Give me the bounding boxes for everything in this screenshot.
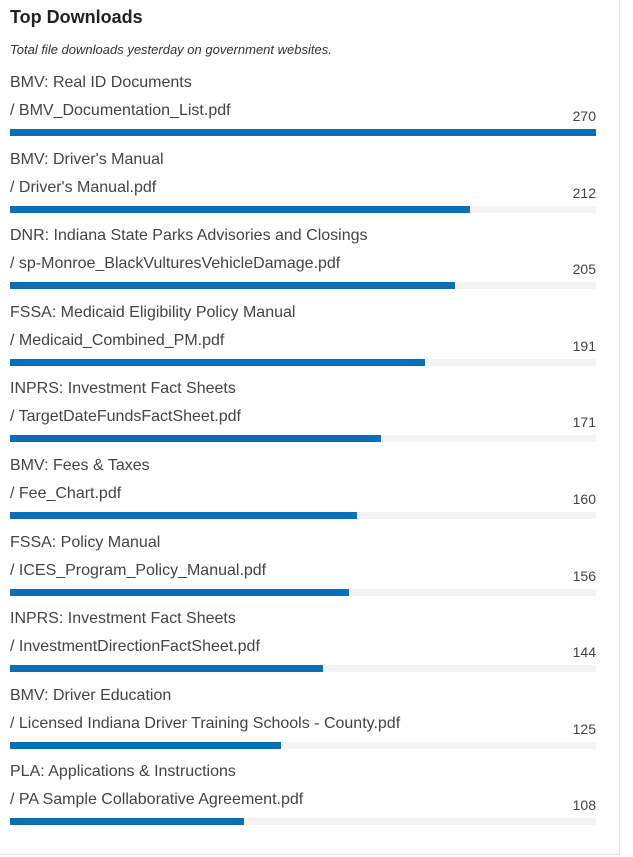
bar [10, 818, 244, 826]
list-item: INPRS: Investment Fact Sheets / Investmen… [0, 608, 620, 685]
site-label: BMV: Fees & Taxes [10, 456, 150, 474]
download-count: 144 [572, 644, 596, 661]
file-link[interactable]: / Driver's Manual.pdf [10, 178, 157, 196]
file-link[interactable]: / PA Sample Collaborative Agreement.pdf [10, 791, 304, 809]
bar [10, 741, 281, 749]
bar-track [10, 665, 596, 673]
bar [10, 665, 323, 673]
list-item: PLA: Applications & Instructions / PA Sam… [0, 761, 620, 838]
list-item: BMV: Driver's Manual / Driver's Manual.pd… [0, 149, 620, 226]
bar-track [10, 511, 596, 519]
bar-track [10, 282, 596, 290]
bar-track [10, 741, 596, 749]
download-count: 160 [572, 490, 596, 507]
bar [10, 129, 596, 136]
download-count: 212 [572, 184, 596, 201]
bar [10, 588, 349, 596]
bar-track [10, 358, 596, 366]
download-count: 171 [572, 414, 596, 431]
list-item: BMV: Driver Education / Licensed Indiana … [0, 685, 620, 762]
site-label: BMV: Driver's Manual [10, 150, 164, 168]
bar [10, 358, 425, 366]
download-count: 205 [572, 261, 596, 278]
bar [10, 435, 381, 443]
download-count: 125 [572, 720, 596, 737]
site-label: PLA: Applications & Instructions [10, 763, 236, 781]
site-label: FSSA: Policy Manual [10, 533, 161, 551]
file-link[interactable]: / BMV_Documentation_List.pdf [10, 102, 231, 119]
site-label: FSSA: Medicaid Eligibility Policy Manual [10, 303, 296, 321]
file-link[interactable]: / Licensed Indiana Driver Training Schoo… [10, 714, 401, 732]
list-item: BMV: Real ID Documents / BMV_Documentatio… [0, 72, 620, 149]
top-downloads-panel: Top Downloads Total file downloads yeste… [0, 0, 620, 855]
downloads-list: BMV: Real ID Documents / BMV_Documentatio… [0, 72, 620, 838]
bar-track [10, 205, 596, 213]
file-link[interactable]: / sp-Monroe_BlackVulturesVehicleDamage.p… [10, 255, 341, 273]
list-item: DNR: Indiana State Parks Advisories and … [0, 225, 620, 302]
list-item: INPRS: Investment Fact Sheets / TargetDat… [0, 378, 620, 455]
bar [10, 282, 455, 290]
list-item: FSSA: Medicaid Eligibility Policy Manual… [0, 302, 620, 379]
bar [10, 511, 357, 519]
site-label: INPRS: Investment Fact Sheets [10, 380, 236, 398]
download-count: 156 [572, 567, 596, 584]
file-link[interactable]: / Fee_Chart.pdf [10, 484, 122, 502]
bar-track [10, 435, 596, 443]
list-item: FSSA: Policy Manual / ICES_Program_Policy… [0, 532, 620, 609]
page-subtitle: Total file downloads yesterday on govern… [10, 42, 332, 57]
file-link[interactable]: / InvestmentDirectionFactSheet.pdf [10, 638, 260, 656]
bar-track [10, 129, 596, 136]
download-count: 191 [572, 337, 596, 354]
file-link[interactable]: / ICES_Program_Policy_Manual.pdf [10, 561, 267, 579]
download-count: 270 [572, 108, 596, 124]
site-label: BMV: Real ID Documents [10, 74, 192, 91]
site-label: DNR: Indiana State Parks Advisories and … [10, 227, 368, 245]
bar-track [10, 818, 596, 826]
file-link[interactable]: / TargetDateFundsFactSheet.pdf [10, 408, 241, 426]
file-link[interactable]: / Medicaid_Combined_PM.pdf [10, 331, 225, 349]
page-title: Top Downloads [10, 7, 143, 27]
bar [10, 205, 470, 213]
download-count: 108 [572, 797, 596, 814]
bar-track [10, 588, 596, 596]
list-item: BMV: Fees & Taxes / Fee_Chart.pdf 160 [0, 455, 620, 532]
site-label: BMV: Driver Education [10, 686, 172, 704]
site-label: INPRS: Investment Fact Sheets [10, 610, 236, 628]
